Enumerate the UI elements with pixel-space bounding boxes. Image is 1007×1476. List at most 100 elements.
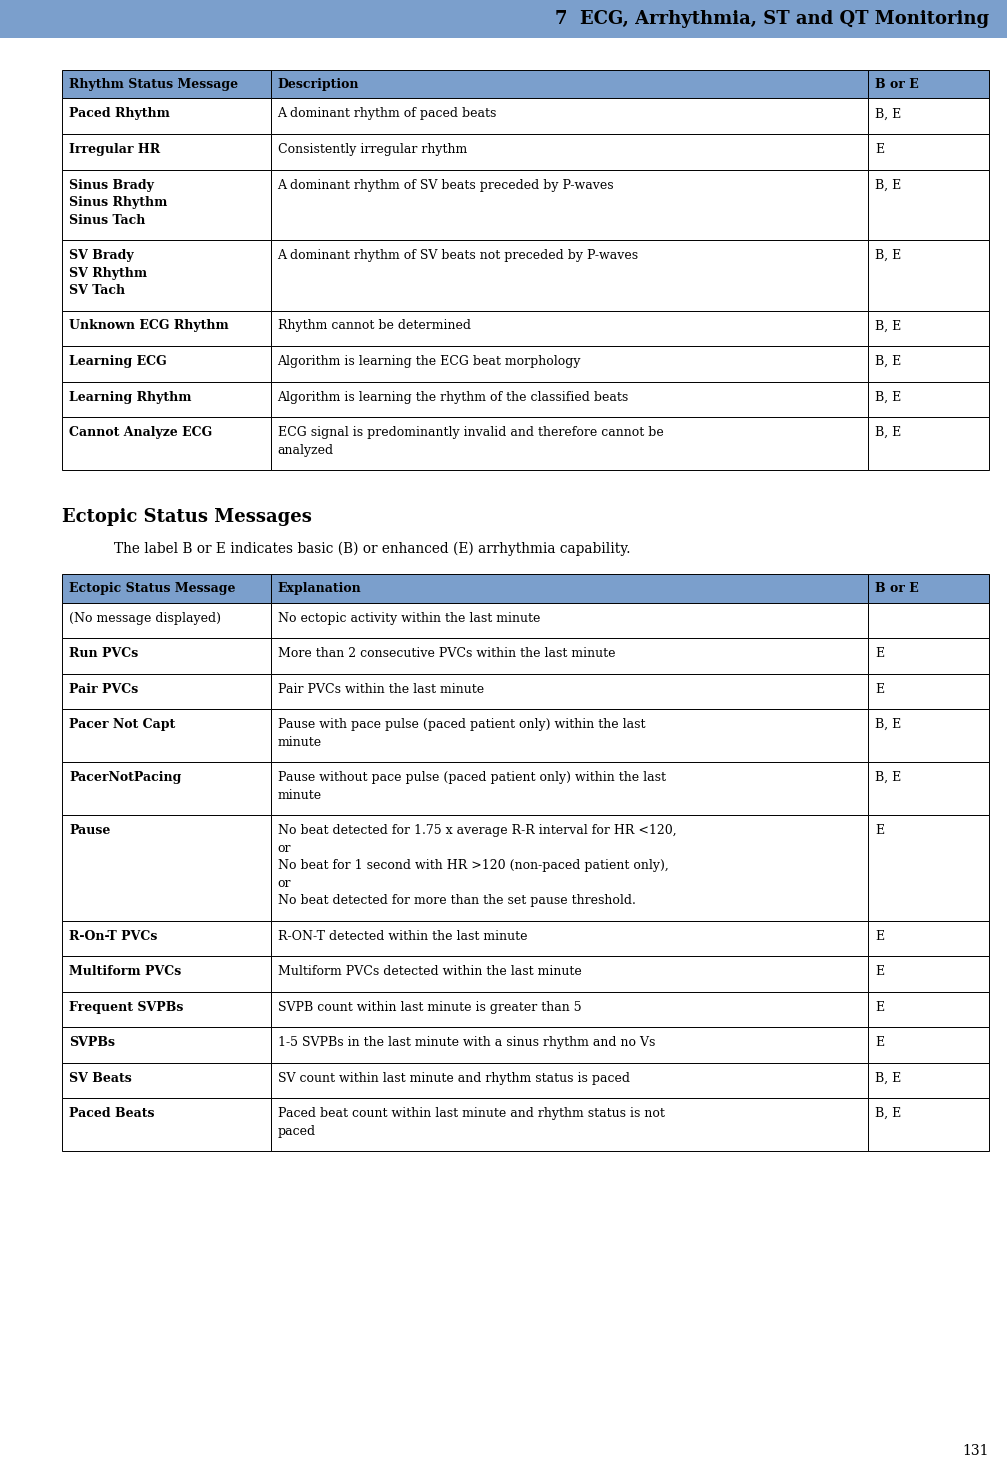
Text: Pacer Not Capt: Pacer Not Capt: [69, 717, 175, 731]
Text: or: or: [278, 877, 291, 890]
Text: Consistently irregular rhythm: Consistently irregular rhythm: [278, 143, 467, 156]
Text: B or E: B or E: [875, 582, 919, 595]
Bar: [271, 762, 868, 815]
Text: Irregular HR: Irregular HR: [69, 143, 160, 156]
Text: No beat detected for more than the set pause threshold.: No beat detected for more than the set p…: [278, 894, 635, 906]
Text: Ectopic Status Messages: Ectopic Status Messages: [62, 508, 312, 525]
Bar: [271, 381, 868, 418]
Bar: [62, 708, 271, 762]
Text: R-On-T PVCs: R-On-T PVCs: [69, 930, 157, 943]
Text: A dominant rhythm of paced beats: A dominant rhythm of paced beats: [278, 108, 496, 121]
Bar: [271, 134, 868, 170]
Text: analyzed: analyzed: [278, 443, 333, 456]
Text: PacerNotPacing: PacerNotPacing: [69, 770, 181, 784]
Text: Learning ECG: Learning ECG: [69, 356, 167, 368]
Bar: [271, 574, 868, 602]
Bar: [62, 638, 271, 673]
Text: B, E: B, E: [875, 1107, 901, 1120]
Bar: [868, 310, 989, 345]
Text: paced: paced: [278, 1125, 316, 1138]
Text: Multiform PVCs: Multiform PVCs: [69, 965, 181, 979]
Bar: [868, 708, 989, 762]
Bar: [271, 345, 868, 381]
Text: Algorithm is learning the ECG beat morphology: Algorithm is learning the ECG beat morph…: [278, 356, 581, 368]
Bar: [62, 310, 271, 345]
Bar: [62, 1027, 271, 1063]
Text: Rhythm Status Message: Rhythm Status Message: [69, 78, 238, 90]
Text: B, E: B, E: [875, 1072, 901, 1085]
Bar: [868, 574, 989, 602]
Text: Multiform PVCs detected within the last minute: Multiform PVCs detected within the last …: [278, 965, 581, 979]
Text: E: E: [875, 1001, 884, 1014]
Text: Cannot Analyze ECG: Cannot Analyze ECG: [69, 427, 212, 438]
Bar: [271, 708, 868, 762]
Text: E: E: [875, 682, 884, 695]
Text: E: E: [875, 824, 884, 837]
Bar: [62, 1063, 271, 1098]
Bar: [271, 69, 868, 99]
Bar: [868, 762, 989, 815]
Text: No beat for 1 second with HR >120 (non-paced patient only),: No beat for 1 second with HR >120 (non-p…: [278, 859, 669, 872]
Text: Sinus Tach: Sinus Tach: [69, 214, 145, 226]
Text: SV Beats: SV Beats: [69, 1072, 132, 1085]
Bar: [868, 1027, 989, 1063]
Text: Unknown ECG Rhythm: Unknown ECG Rhythm: [69, 319, 229, 332]
Text: No beat detected for 1.75 x average R-R interval for HR <120,: No beat detected for 1.75 x average R-R …: [278, 824, 676, 837]
Bar: [868, 602, 989, 638]
Bar: [868, 418, 989, 469]
Bar: [62, 1098, 271, 1151]
Text: Learning Rhythm: Learning Rhythm: [69, 391, 191, 403]
Text: (No message displayed): (No message displayed): [69, 611, 221, 624]
Text: No ectopic activity within the last minute: No ectopic activity within the last minu…: [278, 611, 540, 624]
Text: 1-5 SVPBs in the last minute with a sinus rhythm and no Vs: 1-5 SVPBs in the last minute with a sinu…: [278, 1036, 655, 1049]
Bar: [868, 815, 989, 921]
Bar: [271, 673, 868, 708]
Bar: [868, 921, 989, 956]
Text: Pair PVCs within the last minute: Pair PVCs within the last minute: [278, 682, 483, 695]
Text: B, E: B, E: [875, 717, 901, 731]
Text: B, E: B, E: [875, 319, 901, 332]
Bar: [271, 241, 868, 310]
Text: E: E: [875, 646, 884, 660]
Bar: [868, 170, 989, 241]
Text: Frequent SVPBs: Frequent SVPBs: [69, 1001, 183, 1014]
Bar: [62, 134, 271, 170]
Text: B, E: B, E: [875, 427, 901, 438]
Text: Sinus Rhythm: Sinus Rhythm: [69, 196, 167, 210]
Bar: [271, 1098, 868, 1151]
Text: B or E: B or E: [875, 78, 919, 90]
Text: Paced Rhythm: Paced Rhythm: [69, 108, 170, 121]
Bar: [62, 345, 271, 381]
Text: E: E: [875, 143, 884, 156]
Text: R-ON-T detected within the last minute: R-ON-T detected within the last minute: [278, 930, 527, 943]
Text: SV count within last minute and rhythm status is paced: SV count within last minute and rhythm s…: [278, 1072, 629, 1085]
Text: A dominant rhythm of SV beats not preceded by P-waves: A dominant rhythm of SV beats not preced…: [278, 249, 638, 263]
Bar: [271, 638, 868, 673]
Text: B, E: B, E: [875, 108, 901, 121]
Text: 131: 131: [963, 1444, 989, 1458]
Bar: [868, 381, 989, 418]
Bar: [62, 418, 271, 469]
Bar: [271, 815, 868, 921]
Bar: [62, 815, 271, 921]
Text: or: or: [278, 841, 291, 855]
Text: SVPB count within last minute is greater than 5: SVPB count within last minute is greater…: [278, 1001, 581, 1014]
Text: Pause with pace pulse (paced patient only) within the last: Pause with pace pulse (paced patient onl…: [278, 717, 645, 731]
Text: More than 2 consecutive PVCs within the last minute: More than 2 consecutive PVCs within the …: [278, 646, 615, 660]
Text: B, E: B, E: [875, 356, 901, 368]
Bar: [868, 1098, 989, 1151]
Text: B, E: B, E: [875, 770, 901, 784]
Text: Paced Beats: Paced Beats: [69, 1107, 154, 1120]
Text: E: E: [875, 965, 884, 979]
Bar: [868, 241, 989, 310]
Bar: [271, 310, 868, 345]
Bar: [62, 762, 271, 815]
Text: SV Rhythm: SV Rhythm: [69, 267, 147, 279]
Text: Explanation: Explanation: [278, 582, 362, 595]
Bar: [868, 673, 989, 708]
Bar: [62, 992, 271, 1027]
Bar: [868, 638, 989, 673]
Bar: [868, 99, 989, 134]
Text: Pause: Pause: [69, 824, 111, 837]
Bar: [271, 921, 868, 956]
